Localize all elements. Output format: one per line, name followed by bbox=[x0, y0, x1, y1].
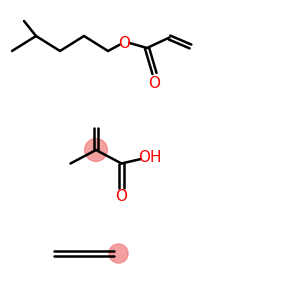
Text: O: O bbox=[148, 76, 160, 92]
Circle shape bbox=[85, 139, 107, 161]
Text: O: O bbox=[118, 36, 130, 51]
Text: O: O bbox=[116, 189, 128, 204]
Circle shape bbox=[109, 244, 128, 263]
Text: OH: OH bbox=[138, 150, 162, 165]
